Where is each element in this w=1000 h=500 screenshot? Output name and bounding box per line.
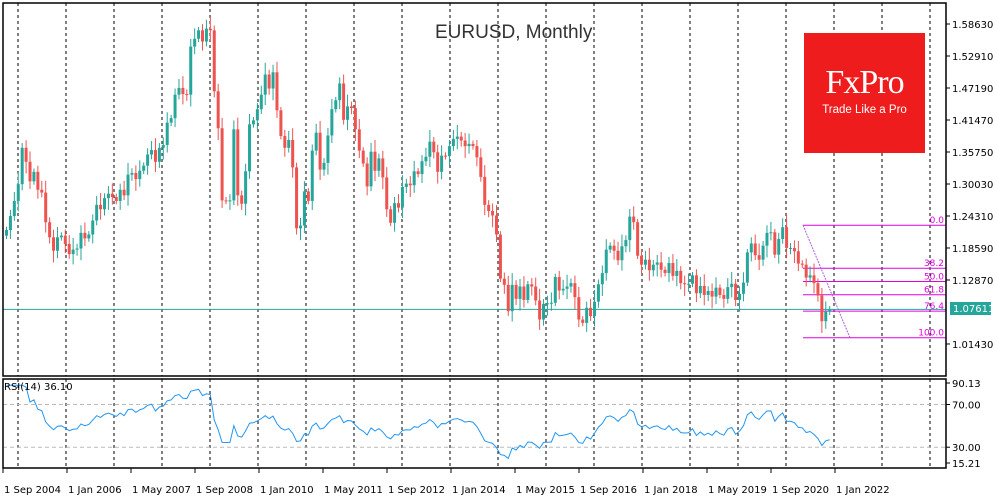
svg-text:1.12870: 1.12870 <box>952 276 993 287</box>
svg-text:1 May 2007: 1 May 2007 <box>132 485 191 496</box>
logo-tagline: Trade Like a Pro <box>822 104 907 116</box>
svg-text:30.00: 30.00 <box>952 443 981 454</box>
rsi-indicator <box>6 384 830 460</box>
svg-text:1 Jan 2006: 1 Jan 2006 <box>68 485 122 496</box>
svg-text:1.01430: 1.01430 <box>952 340 993 351</box>
candlestick-series <box>5 16 832 333</box>
svg-text:100.0: 100.0 <box>918 329 944 339</box>
svg-text:1 May 2019: 1 May 2019 <box>708 485 767 496</box>
svg-text:1.18590: 1.18590 <box>952 244 993 255</box>
svg-text:1 Sep 2012: 1 Sep 2012 <box>388 485 445 496</box>
svg-text:1 Jan 2010: 1 Jan 2010 <box>260 485 314 496</box>
svg-text:61.8: 61.8 <box>924 286 944 296</box>
rsi-label: RSI(14) 36.10 <box>4 382 73 393</box>
svg-text:1 Jan 2022: 1 Jan 2022 <box>836 485 890 496</box>
svg-text:38.2: 38.2 <box>924 259 944 269</box>
svg-text:1.41470: 1.41470 <box>952 116 993 127</box>
svg-text:1.07611: 1.07611 <box>953 304 994 315</box>
svg-text:1 Jan 2014: 1 Jan 2014 <box>452 485 506 496</box>
svg-text:90.13: 90.13 <box>952 379 981 390</box>
fibonacci-retracement[interactable]: 0.0 38.2 50.0 61.8 76.4 100.0 <box>802 216 946 339</box>
svg-text:1 Sep 2016: 1 Sep 2016 <box>580 485 637 496</box>
svg-text:1.24310: 1.24310 <box>952 212 993 223</box>
svg-text:15.21: 15.21 <box>952 459 981 470</box>
svg-text:1 Sep 2008: 1 Sep 2008 <box>196 485 253 496</box>
svg-text:1.52910: 1.52910 <box>952 52 993 63</box>
svg-text:1 May 2015: 1 May 2015 <box>516 485 575 496</box>
time-axis: 1 Sep 2004 1 Jan 2006 1 May 2007 1 Sep 2008… <box>2 468 890 496</box>
svg-text:1 May 2011: 1 May 2011 <box>324 485 383 496</box>
svg-text:1.47190: 1.47190 <box>952 84 993 95</box>
svg-text:1.35750: 1.35750 <box>952 148 993 159</box>
price-axis: 1.58630 1.52910 1.47190 1.41470 1.35750 1.300… <box>946 20 993 351</box>
svg-text:1.58630: 1.58630 <box>952 20 993 31</box>
fxpro-logo: FxPro Trade Like a Pro <box>804 33 925 153</box>
logo-brand: FxPro <box>825 64 904 101</box>
svg-text:70.00: 70.00 <box>952 400 981 411</box>
current-price-badge: 1.07611 <box>950 302 994 315</box>
svg-text:1.30030: 1.30030 <box>952 180 993 191</box>
svg-text:50.0: 50.0 <box>924 272 944 282</box>
svg-text:1 Sep 2020: 1 Sep 2020 <box>772 485 829 496</box>
svg-text:1 Jan 2018: 1 Jan 2018 <box>644 485 698 496</box>
svg-text:76.4: 76.4 <box>924 302 944 312</box>
svg-text:1 Sep 2004: 1 Sep 2004 <box>4 485 61 496</box>
chart-frames <box>2 2 947 469</box>
chart-title: EURUSD, Monthly <box>435 22 593 43</box>
rsi-axis: 90.13 70.00 30.00 15.21 <box>946 379 981 470</box>
svg-text:0.0: 0.0 <box>930 216 945 226</box>
